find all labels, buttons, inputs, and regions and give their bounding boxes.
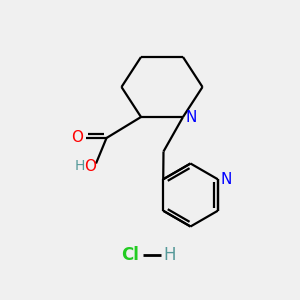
Text: O: O bbox=[84, 159, 96, 174]
Text: H: H bbox=[75, 160, 86, 173]
Text: N: N bbox=[186, 110, 197, 124]
Text: O: O bbox=[71, 130, 83, 146]
Text: H: H bbox=[163, 246, 176, 264]
Text: Cl: Cl bbox=[122, 246, 140, 264]
Text: N: N bbox=[221, 172, 232, 187]
